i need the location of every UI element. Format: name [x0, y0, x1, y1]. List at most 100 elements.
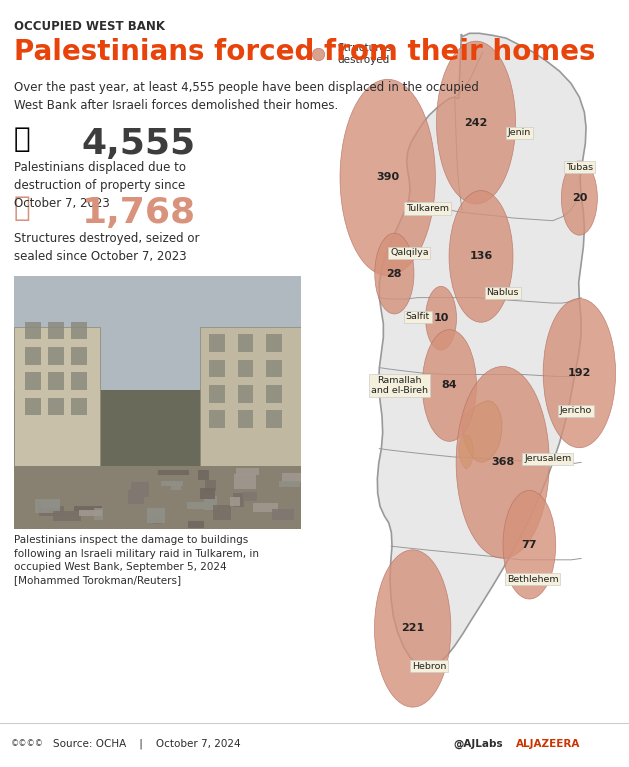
Text: 84: 84 [442, 380, 457, 390]
Text: Structures destroyed, seized or
sealed since October 7, 2023: Structures destroyed, seized or sealed s… [14, 232, 199, 262]
FancyBboxPatch shape [147, 508, 165, 523]
FancyBboxPatch shape [48, 397, 64, 416]
FancyBboxPatch shape [230, 497, 240, 505]
Polygon shape [459, 435, 474, 469]
Text: Source: OCHA    |    October 7, 2024: Source: OCHA | October 7, 2024 [53, 739, 241, 749]
FancyBboxPatch shape [158, 470, 189, 475]
Text: 390: 390 [376, 173, 399, 183]
Text: Jenin: Jenin [508, 128, 531, 137]
FancyBboxPatch shape [233, 492, 243, 507]
FancyBboxPatch shape [272, 509, 294, 520]
FancyBboxPatch shape [94, 508, 103, 521]
FancyBboxPatch shape [171, 482, 181, 490]
FancyBboxPatch shape [279, 481, 301, 487]
Text: ALJAZEERA: ALJAZEERA [516, 739, 580, 749]
FancyBboxPatch shape [266, 385, 282, 403]
FancyBboxPatch shape [71, 321, 87, 340]
FancyBboxPatch shape [234, 474, 256, 489]
FancyBboxPatch shape [266, 360, 282, 377]
FancyBboxPatch shape [25, 372, 41, 390]
Polygon shape [462, 400, 502, 463]
Text: Qalqilya: Qalqilya [390, 249, 429, 258]
FancyBboxPatch shape [14, 276, 301, 529]
Text: @AJLabs: @AJLabs [453, 739, 503, 749]
Circle shape [375, 233, 414, 314]
Text: Over the past year, at least 4,555 people have been displaced in the occupied
We: Over the past year, at least 4,555 peopl… [14, 81, 479, 111]
FancyBboxPatch shape [243, 492, 257, 501]
FancyBboxPatch shape [188, 521, 204, 528]
FancyBboxPatch shape [40, 505, 64, 516]
FancyBboxPatch shape [79, 510, 103, 516]
Circle shape [561, 161, 598, 235]
FancyBboxPatch shape [238, 385, 253, 403]
Text: Palestinians inspect the damage to buildings
following an Israeli military raid : Palestinians inspect the damage to build… [14, 535, 259, 585]
FancyBboxPatch shape [200, 327, 301, 492]
Text: Palestinians displaced due to
destruction of property since
October 7, 2023: Palestinians displaced due to destructio… [14, 161, 186, 210]
FancyBboxPatch shape [128, 490, 144, 504]
FancyBboxPatch shape [14, 327, 100, 479]
Polygon shape [377, 33, 586, 668]
FancyBboxPatch shape [237, 469, 259, 475]
Text: 20: 20 [572, 193, 587, 203]
Text: 221: 221 [401, 624, 425, 634]
FancyBboxPatch shape [48, 347, 64, 364]
FancyBboxPatch shape [253, 502, 278, 512]
Text: Salfit: Salfit [406, 312, 430, 321]
Text: ©©©©: ©©©© [11, 739, 44, 749]
Text: Tubas: Tubas [566, 163, 593, 172]
Circle shape [449, 190, 513, 322]
FancyBboxPatch shape [198, 470, 209, 479]
Text: Palestinians forced from their homes: Palestinians forced from their homes [14, 38, 595, 67]
FancyBboxPatch shape [153, 518, 162, 524]
Text: Jericho: Jericho [560, 407, 592, 416]
FancyBboxPatch shape [238, 410, 253, 428]
Text: Bethlehem: Bethlehem [507, 574, 559, 584]
FancyBboxPatch shape [209, 385, 225, 403]
Circle shape [543, 298, 616, 448]
Circle shape [340, 79, 435, 275]
FancyBboxPatch shape [282, 472, 313, 482]
FancyBboxPatch shape [209, 360, 225, 377]
FancyBboxPatch shape [71, 347, 87, 364]
FancyBboxPatch shape [74, 505, 102, 511]
Circle shape [422, 330, 477, 441]
Text: Nablus: Nablus [486, 288, 519, 298]
Text: 🏃: 🏃 [14, 125, 30, 153]
Text: OCCUPIED WEST BANK: OCCUPIED WEST BANK [14, 20, 165, 33]
FancyBboxPatch shape [131, 482, 148, 497]
Text: Ramallah
and el-Bireh: Ramallah and el-Bireh [371, 376, 428, 395]
FancyBboxPatch shape [209, 410, 225, 428]
Point [313, 48, 323, 60]
Text: Tulkarem: Tulkarem [406, 204, 449, 213]
FancyBboxPatch shape [204, 495, 216, 510]
FancyBboxPatch shape [205, 479, 216, 491]
FancyBboxPatch shape [42, 499, 60, 508]
FancyBboxPatch shape [213, 505, 231, 520]
FancyBboxPatch shape [187, 502, 205, 509]
Text: 1,768: 1,768 [82, 196, 196, 229]
FancyBboxPatch shape [53, 511, 81, 522]
Text: Jerusalem: Jerusalem [524, 454, 571, 463]
Text: 4,555: 4,555 [82, 127, 196, 160]
FancyBboxPatch shape [71, 397, 87, 416]
Text: 10: 10 [433, 313, 448, 323]
FancyBboxPatch shape [199, 488, 215, 499]
Text: 28: 28 [387, 268, 402, 278]
FancyBboxPatch shape [14, 276, 301, 390]
FancyBboxPatch shape [25, 321, 41, 340]
Text: 192: 192 [568, 368, 591, 378]
Text: 368: 368 [491, 457, 515, 467]
Circle shape [426, 286, 457, 350]
Text: Hebron: Hebron [412, 662, 447, 670]
FancyBboxPatch shape [48, 321, 64, 340]
Circle shape [456, 367, 549, 558]
FancyBboxPatch shape [48, 372, 64, 390]
FancyBboxPatch shape [238, 360, 253, 377]
FancyBboxPatch shape [71, 372, 87, 390]
FancyBboxPatch shape [25, 347, 41, 364]
FancyBboxPatch shape [266, 334, 282, 352]
Circle shape [374, 550, 451, 707]
Text: 136: 136 [469, 252, 493, 262]
FancyBboxPatch shape [35, 499, 60, 513]
Text: 77: 77 [521, 540, 537, 550]
